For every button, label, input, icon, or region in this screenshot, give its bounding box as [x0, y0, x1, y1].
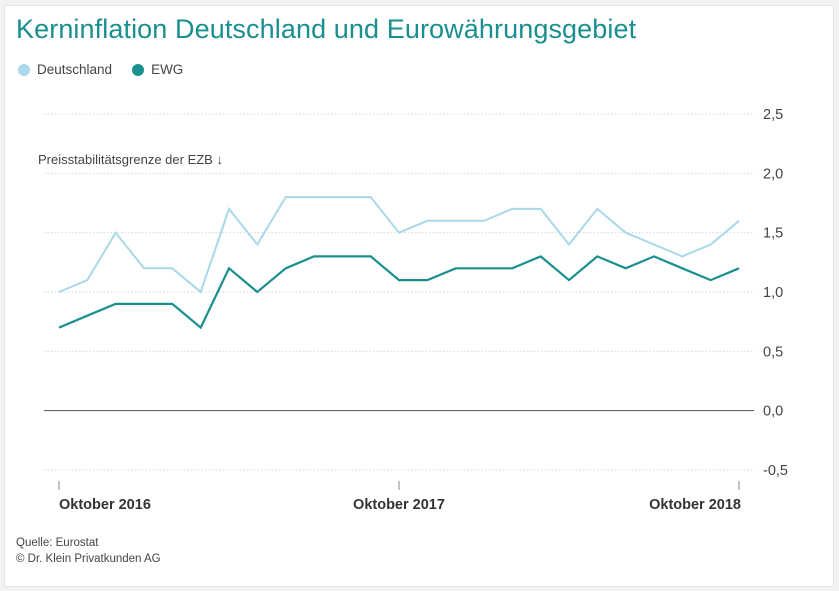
series-line-ewg	[58, 255, 740, 330]
legend-item-deutschland[interactable]: Deutschland	[18, 62, 112, 77]
x-tick-label: Oktober 2017	[353, 497, 445, 513]
ecb-threshold-annotation: Preisstabilitätsgrenze der EZB ↓	[38, 152, 223, 167]
copyright-text: © Dr. Klein Privatkunden AG	[16, 553, 161, 565]
y-tick-label: 0,5	[763, 344, 783, 360]
legend-marker-deutschland	[18, 63, 30, 76]
y-tick-label: 0,0	[763, 404, 783, 420]
legend: Deutschland EWG	[18, 62, 183, 77]
legend-label-deutschland: Deutschland	[37, 62, 113, 77]
source-note: Quelle: Eurostat © Dr. Klein Privatkunde…	[16, 535, 161, 567]
legend-item-ewg[interactable]: EWG	[132, 62, 183, 77]
x-tick-label: Oktober 2016	[59, 497, 151, 513]
y-tick-label: 2,5	[763, 107, 783, 123]
y-tick-label: 1,5	[763, 226, 783, 242]
legend-label-ewg: EWG	[151, 62, 184, 77]
y-tick-label: 2,0	[763, 166, 783, 182]
x-tick-label: Oktober 2018	[649, 497, 741, 513]
chart-title: Kerninflation Deutschland und Eurowährun…	[16, 14, 637, 44]
y-tick-label: 1,0	[763, 285, 783, 301]
series-line-deutschland	[58, 196, 740, 294]
source-text: Quelle: Eurostat	[16, 537, 99, 549]
chart-card	[4, 5, 834, 587]
legend-marker-ewg	[132, 63, 145, 76]
y-tick-label: -0,5	[763, 463, 788, 479]
